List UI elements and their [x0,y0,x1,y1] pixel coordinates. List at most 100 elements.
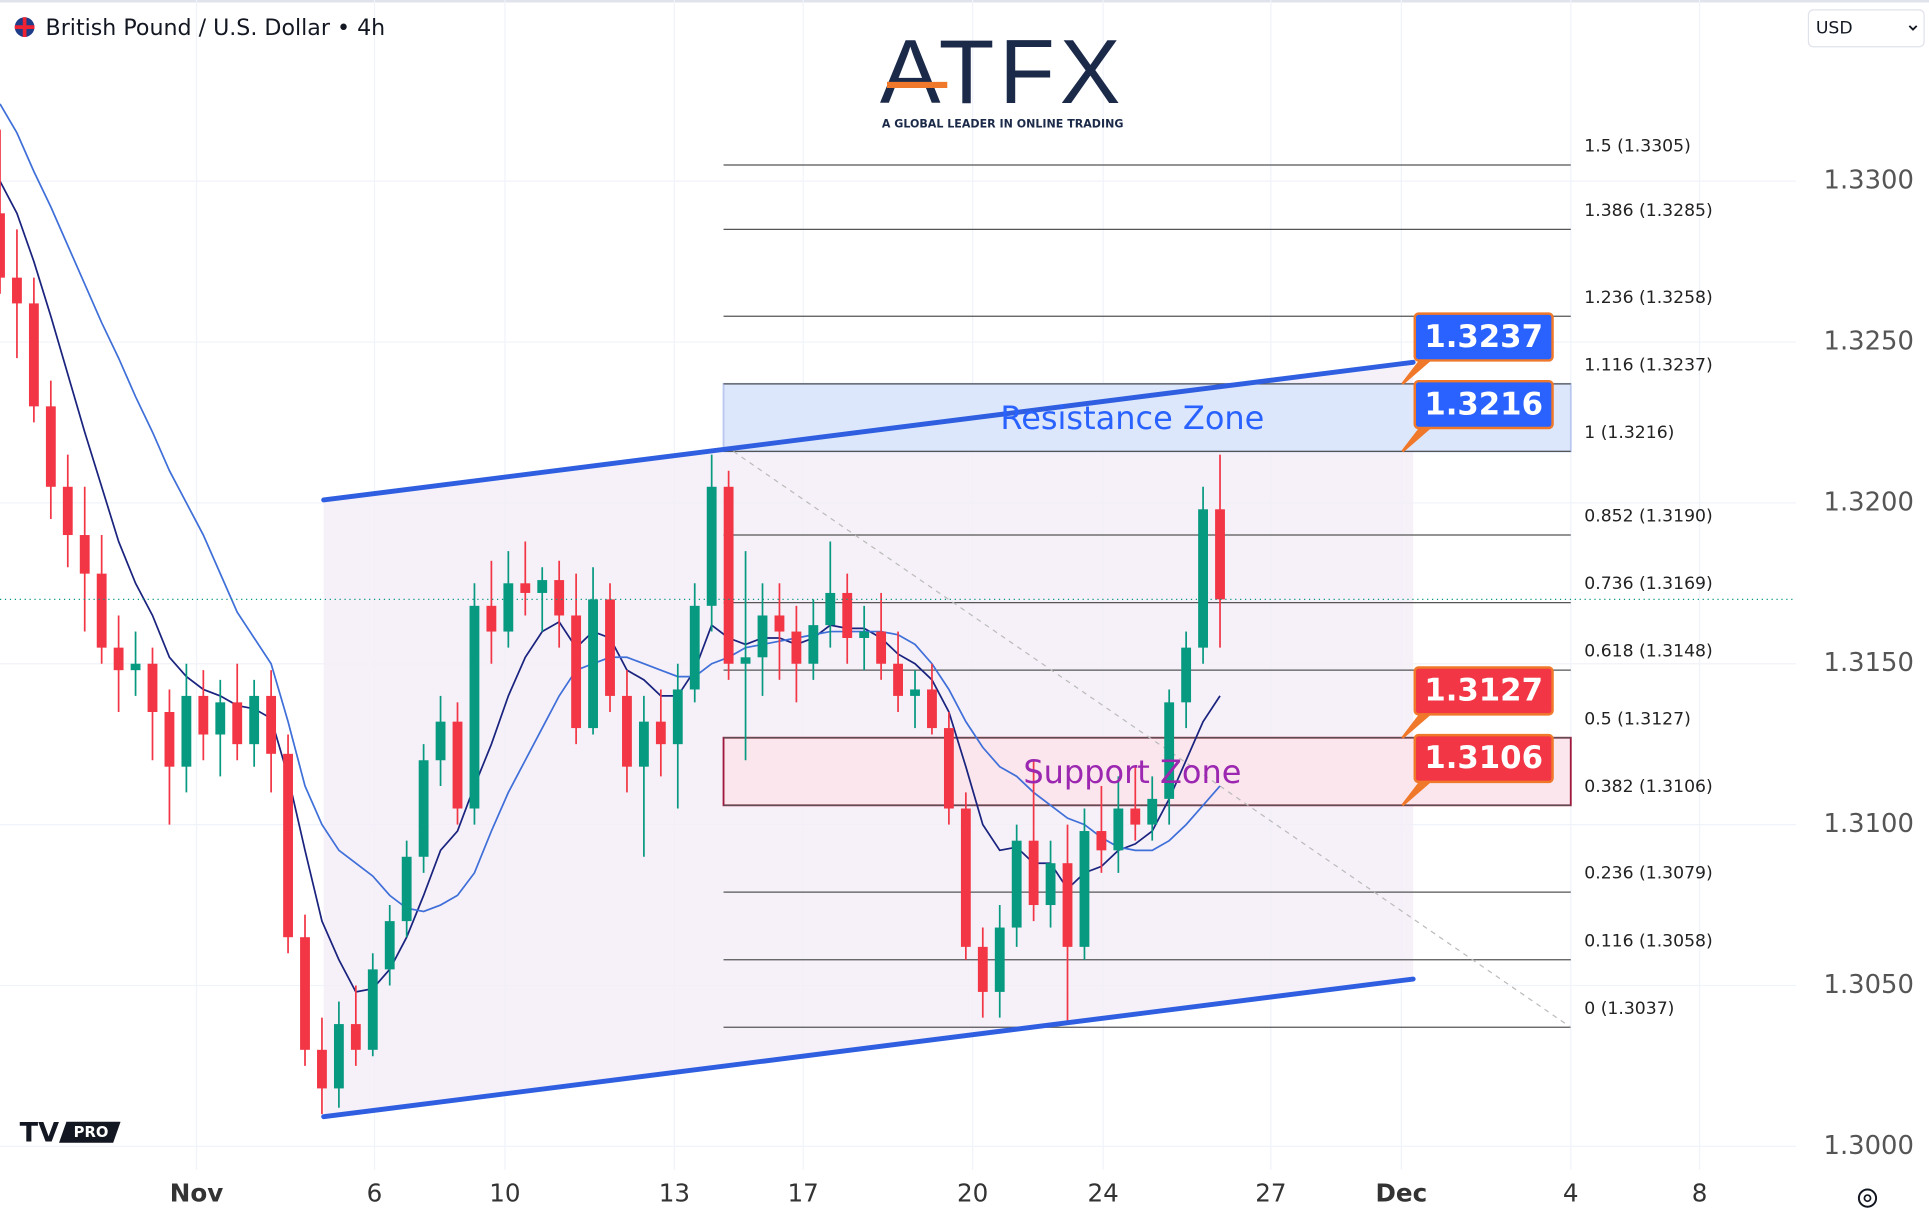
callout-box [1413,733,1554,784]
callout-box [1413,379,1554,430]
logo-tagline: A GLOBAL LEADER IN ONLINE TRADING [882,117,1124,130]
y-tick-label: 1.3100 [1824,809,1914,839]
candle-body [1028,840,1039,906]
candle-body [1011,840,1022,928]
gear[interactable] [1857,1188,1878,1208]
candle-body [740,657,751,664]
candle-body [503,583,514,632]
candle-body [215,702,226,735]
candle-body [333,1024,344,1089]
candle-body [1147,798,1158,825]
callout-label: 1.3106 [1424,740,1543,776]
dropdown-arrow [1908,25,1918,31]
badge-bg [59,1121,121,1143]
candle-body [605,599,615,696]
x-tick-label: 13 [659,1178,690,1207]
badge-text: PRO [74,1124,109,1141]
candle-body [1062,863,1073,947]
candle-body [537,580,548,593]
candle-body [723,486,734,664]
y-tick-label: 1.3250 [1824,326,1914,356]
settings-icon[interactable] [1857,1188,1878,1208]
tv-badge: TV PRO [20,1118,121,1149]
callout-label: 1.3237 [1424,319,1543,355]
y-tick-label: 1.3200 [1824,487,1914,517]
candle-body [571,615,582,729]
candle-body [689,605,700,690]
fib-label: 1.5 (1.3305) [1584,137,1690,157]
callout-label: 1.3127 [1424,673,1543,709]
candle-body [1096,831,1107,851]
candle-body [79,535,90,574]
candle-body [893,663,903,696]
logo-name: ATFX [880,22,1126,123]
candle-body [791,631,802,664]
candle-body [588,599,598,729]
candle-body [757,615,768,658]
fib-label: 0.5 (1.3127) [1584,709,1690,729]
candle-body [842,592,853,638]
x-tick-label: 20 [957,1178,988,1207]
candle-body [418,760,429,857]
candle-body [147,663,158,712]
candle-body [130,663,141,671]
candle-body [62,486,73,536]
candle-body [232,702,243,745]
candle-body [1181,647,1192,703]
candle-body [655,721,666,745]
candle-body [317,1049,327,1089]
currency-box[interactable] [1807,9,1925,48]
candle-body [283,753,293,938]
candle-body [350,1024,361,1050]
candle-body [12,277,22,304]
candle-body [300,937,310,1050]
channel-line [321,359,1416,503]
candle-body [808,625,819,664]
candle-body [401,856,412,922]
flag-cross [14,17,35,37]
plot-area: 1.5 (1.3305) 1.386 (1.3285) 1.236 (1.3258)… [0,0,1797,1170]
fib-label: 0.618 (1.3148) [1584,642,1712,662]
candle-body [384,921,395,970]
x-tick-label: 8 [1692,1178,1708,1207]
candle-body [96,573,107,648]
candle-body [520,583,531,593]
candle-body [367,969,378,1050]
candle-body [486,605,497,632]
fib-label: 1.116 (1.3237) [1584,355,1712,375]
logo: ATFX A GLOBAL LEADER IN ONLINE TRADING [880,22,1126,131]
candle-body [198,695,209,735]
candle-body [977,946,988,992]
candle-body [960,808,971,947]
candle-body [927,689,937,729]
candle-body [113,647,124,671]
candle-body [164,711,175,767]
candle-body [452,721,463,809]
candle-body [1215,509,1225,600]
x-tick-label: 4 [1563,1178,1579,1207]
candle-body [554,580,565,616]
symbol-title: British Pound / U.S. Dollar • 4h [46,15,386,41]
fib-label: 0.382 (1.3106) [1584,777,1712,797]
candle-body [910,689,920,696]
fib-label: 0.236 (1.3079) [1584,864,1712,884]
candle-body [181,695,192,767]
candle-body [469,605,480,809]
tv-logo: TV [20,1118,59,1149]
candle-body [45,406,56,487]
symbol-header: British Pound / U.S. Dollar • 4h [14,15,386,41]
candle-body [28,303,39,407]
candle-body [1045,863,1056,906]
zone-label: Resistance Zone [1000,399,1264,437]
currency-label[interactable]: USD [1816,18,1853,38]
callout-box [1413,666,1554,716]
fib-label: 1.386 (1.3285) [1584,201,1712,221]
candle-body [859,631,870,638]
candle-body [774,615,785,632]
candle-body [1130,808,1141,825]
currency-select[interactable]: USD [1807,9,1925,48]
candle-body [622,695,632,767]
fib-label: 0.116 (1.3058) [1584,931,1712,951]
candle-body [706,486,717,606]
